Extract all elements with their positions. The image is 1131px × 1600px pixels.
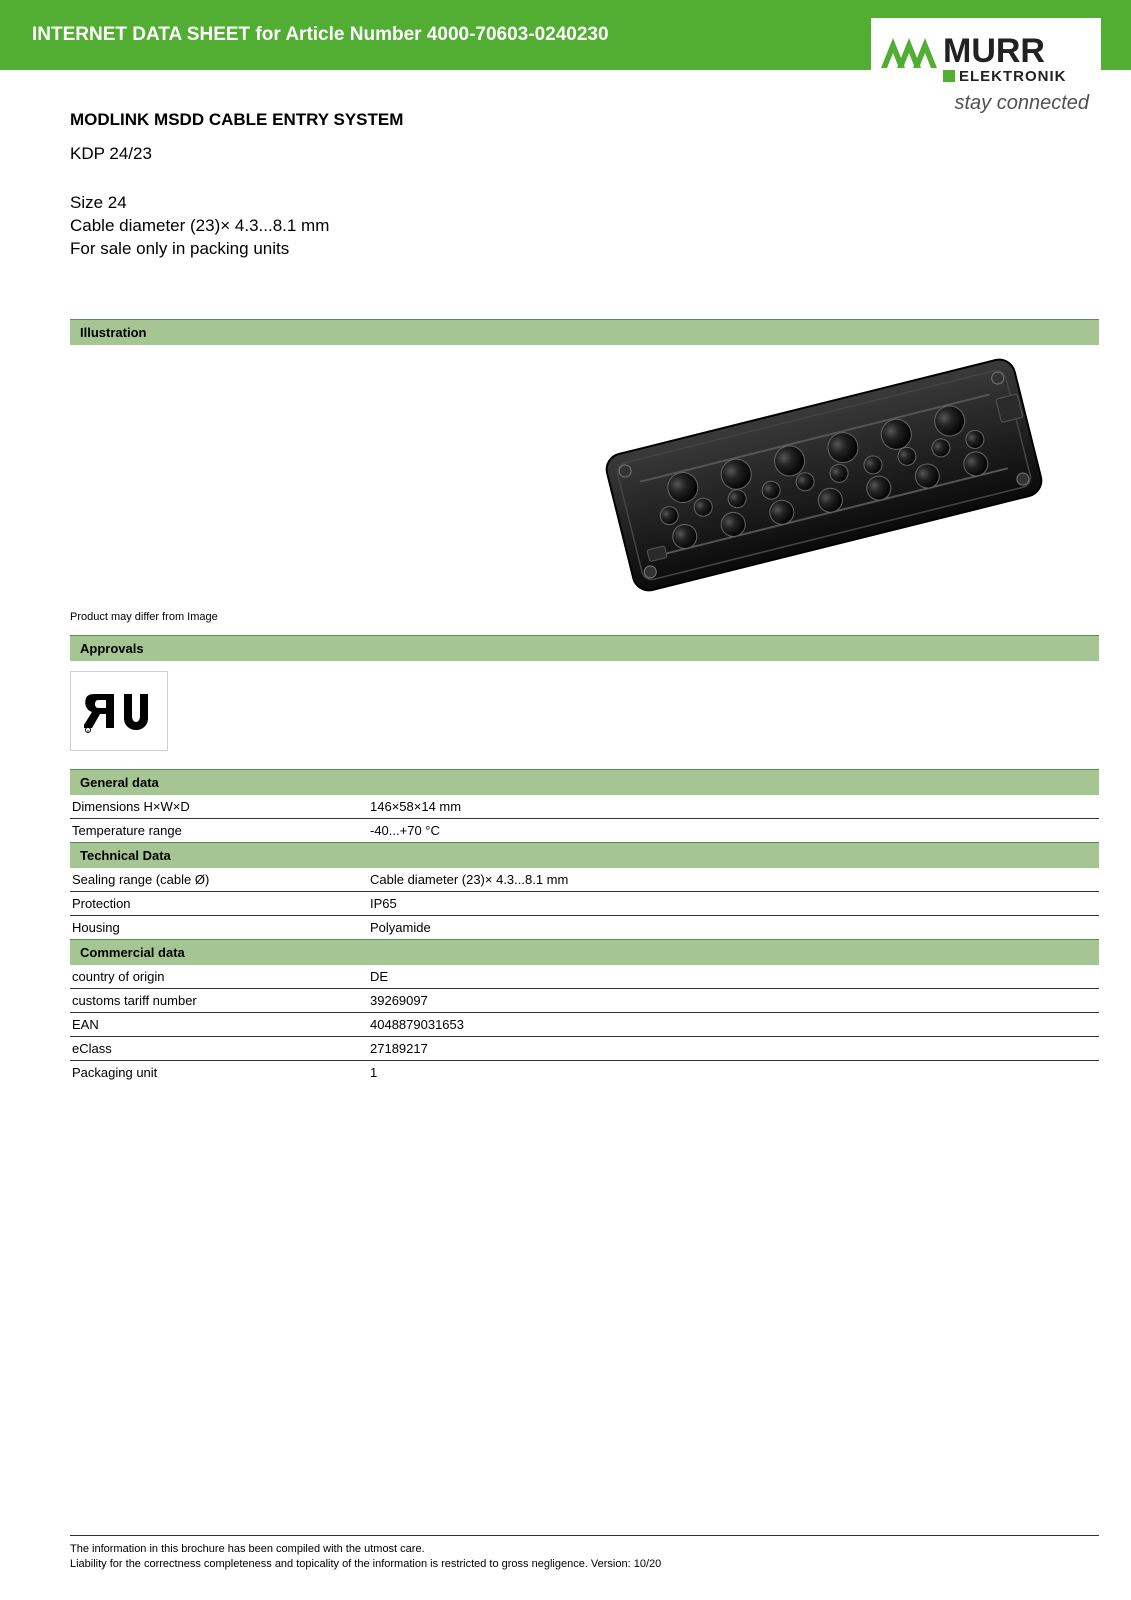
product-desc-1: Size 24: [70, 192, 1099, 215]
row-label: Packaging unit: [70, 1065, 370, 1080]
row-value: 4048879031653: [370, 1017, 1099, 1032]
row-value: Polyamide: [370, 920, 1099, 935]
table-row: Temperature range -40...+70 °C: [70, 819, 1099, 842]
commercial-data-table: country of origin DE customs tariff numb…: [70, 965, 1099, 1084]
row-value: 146×58×14 mm: [370, 799, 1099, 814]
row-value: 27189217: [370, 1041, 1099, 1056]
row-value: IP65: [370, 896, 1099, 911]
murr-logo-icon: MURR ELEKTRONIK: [879, 28, 1089, 86]
table-row: Sealing range (cable Ø) Cable diameter (…: [70, 868, 1099, 892]
approval-badge: R: [70, 671, 168, 751]
logo-text-murr: MURR: [943, 32, 1045, 70]
section-general: General data: [70, 769, 1099, 795]
header-title: INTERNET DATA SHEET for Article Number 4…: [32, 24, 609, 45]
row-value: 1: [370, 1065, 1099, 1080]
table-row: Protection IP65: [70, 892, 1099, 916]
section-commercial: Commercial data: [70, 939, 1099, 965]
table-row: Dimensions H×W×D 146×58×14 mm: [70, 795, 1099, 819]
section-technical: Technical Data: [70, 842, 1099, 868]
row-label: Protection: [70, 896, 370, 911]
table-row: Packaging unit 1: [70, 1061, 1099, 1084]
brand-logo: MURR ELEKTRONIK stay connected: [871, 18, 1101, 118]
table-row: country of origin DE: [70, 965, 1099, 989]
image-disclaimer: Product may differ from Image: [70, 611, 1099, 623]
row-value: Cable diameter (23)× 4.3...8.1 mm: [370, 872, 1099, 887]
illustration-area: [70, 345, 1099, 605]
row-value: DE: [370, 969, 1099, 984]
logo-text-elektronik: ELEKTRONIK: [959, 68, 1067, 85]
section-illustration: Illustration: [70, 319, 1099, 345]
general-data-table: Dimensions H×W×D 146×58×14 mm Temperatur…: [70, 795, 1099, 842]
logo-tagline: stay connected: [879, 92, 1101, 115]
row-value: 39269097: [370, 993, 1099, 1008]
row-label: Temperature range: [70, 823, 370, 838]
row-label: Housing: [70, 920, 370, 935]
content-area: MODLINK MSDD CABLE ENTRY SYSTEM KDP 24/2…: [0, 70, 1131, 1084]
footer-line-2: Liability for the correctness completene…: [70, 1557, 1099, 1572]
row-label: Dimensions H×W×D: [70, 799, 370, 814]
row-label: Sealing range (cable Ø): [70, 872, 370, 887]
technical-data-table: Sealing range (cable Ø) Cable diameter (…: [70, 868, 1099, 939]
table-row: customs tariff number 39269097: [70, 989, 1099, 1013]
footer-line-1: The information in this brochure has bee…: [70, 1542, 1099, 1557]
section-approvals: Approvals: [70, 635, 1099, 661]
ur-recognized-icon: R: [84, 686, 154, 736]
product-desc-2: Cable diameter (23)× 4.3...8.1 mm: [70, 215, 1099, 238]
product-desc-3: For sale only in packing units: [70, 238, 1099, 261]
row-label: eClass: [70, 1041, 370, 1056]
footer: The information in this brochure has bee…: [70, 1535, 1099, 1572]
row-label: country of origin: [70, 969, 370, 984]
product-image-icon: [589, 355, 1059, 595]
row-value: -40...+70 °C: [370, 823, 1099, 838]
product-subtitle: KDP 24/23: [70, 144, 1099, 164]
row-label: EAN: [70, 1017, 370, 1032]
table-row: Housing Polyamide: [70, 916, 1099, 939]
table-row: eClass 27189217: [70, 1037, 1099, 1061]
row-label: customs tariff number: [70, 993, 370, 1008]
table-row: EAN 4048879031653: [70, 1013, 1099, 1037]
